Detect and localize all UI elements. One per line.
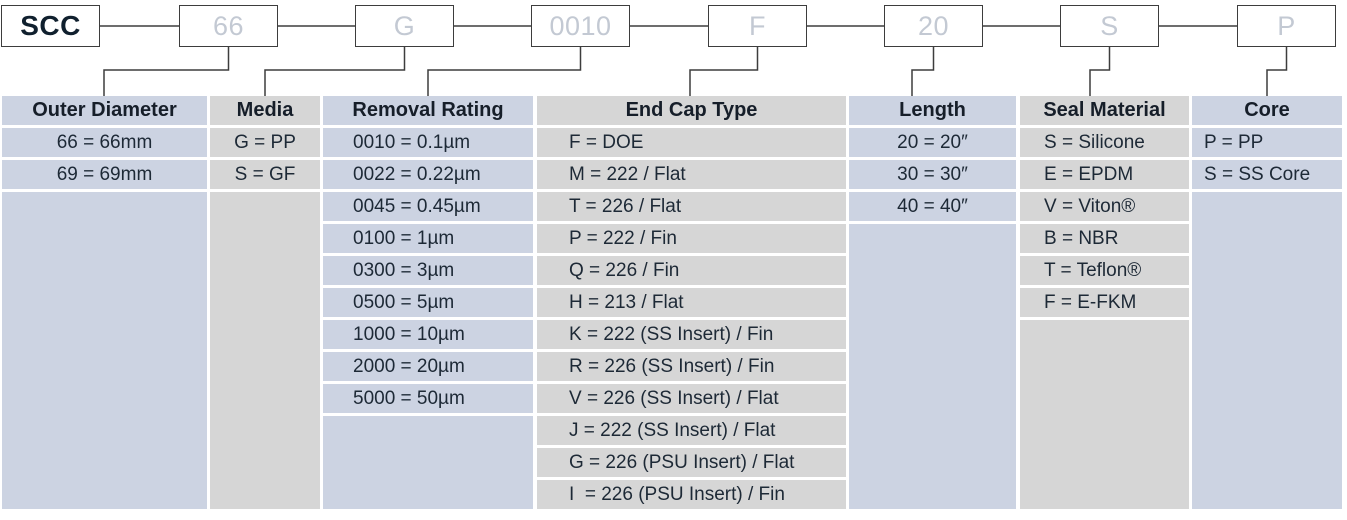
code-box-20: 20 [884, 5, 983, 47]
option-cell: 5000 = 50µm [323, 384, 533, 413]
option-cell: E = EPDM [1020, 160, 1189, 189]
option-cell: 0010 = 0.1µm [323, 128, 533, 157]
column-filler [849, 224, 1016, 509]
column-header-media: Media [210, 96, 320, 125]
column-filler [1020, 320, 1189, 509]
option-cell: R = 226 (SS Insert) / Fin [537, 352, 846, 381]
column-header-removal-rating: Removal Rating [323, 96, 533, 125]
column-core: Core P = PP S = SS Core [1192, 96, 1342, 509]
option-cell: M = 222 / Flat [537, 160, 846, 189]
option-cell: G = PP [210, 128, 320, 157]
code-box-s: S [1060, 5, 1159, 47]
code-box-p: P [1237, 5, 1336, 47]
box-to-column-line [103, 47, 230, 96]
box-to-column-line [1266, 47, 1288, 96]
option-cell: V = Viton® [1020, 192, 1189, 221]
option-cell: 0500 = 5µm [323, 288, 533, 317]
option-cell: F = DOE [537, 128, 846, 157]
box-to-column-line [1089, 47, 1111, 96]
option-cell: 66 = 66mm [2, 128, 207, 157]
option-cell: 0300 = 3µm [323, 256, 533, 285]
column-filler [323, 416, 533, 509]
option-cell: P = PP [1192, 128, 1342, 157]
option-cell: 0100 = 1µm [323, 224, 533, 253]
option-cell: T = Teflon® [1020, 256, 1189, 285]
column-end-cap-type: End Cap Type F = DOE M = 222 / Flat T = 226… [537, 96, 846, 509]
column-filler [1192, 192, 1342, 509]
code-box-f: F [708, 5, 807, 47]
column-header-length: Length [849, 96, 1016, 125]
box-to-column-line [689, 47, 759, 96]
option-cell: 0045 = 0.45µm [323, 192, 533, 221]
column-header-end-cap-type: End Cap Type [537, 96, 846, 125]
option-cell: 40 = 40″ [849, 192, 1016, 221]
option-cell: Q = 226 / Fin [537, 256, 846, 285]
option-cell: 20 = 20″ [849, 128, 1016, 157]
column-length: Length 20 = 20″ 30 = 30″ 40 = 40″ [849, 96, 1016, 509]
option-cell: J = 222 (SS Insert) / Flat [537, 416, 846, 445]
option-cell: P = 222 / Fin [537, 224, 846, 253]
column-header-seal-material: Seal Material [1020, 96, 1189, 125]
option-cell: V = 226 (SS Insert) / Flat [537, 384, 846, 413]
code-box-g: G [355, 5, 454, 47]
option-cell: F = E-FKM [1020, 288, 1189, 317]
column-header-core: Core [1192, 96, 1342, 125]
column-filler [210, 192, 320, 509]
option-cell: 69 = 69mm [2, 160, 207, 189]
column-outer-diameter: Outer Diameter 66 = 66mm 69 = 69mm [2, 96, 207, 509]
column-filler [2, 192, 207, 509]
box-to-column-line [264, 47, 406, 96]
code-box-66: 66 [179, 5, 278, 47]
option-cell: S = Silicone [1020, 128, 1189, 157]
option-cell: S = SS Core [1192, 160, 1342, 189]
code-box-scc: SCC [1, 5, 100, 47]
option-cell: 1000 = 10µm [323, 320, 533, 349]
option-cell: T = 226 / Flat [537, 192, 846, 221]
box-to-column-line [427, 47, 582, 96]
column-header-outer-diameter: Outer Diameter [2, 96, 207, 125]
code-box-0010: 0010 [531, 5, 630, 47]
column-removal-rating: Removal Rating 0010 = 0.1µm 0022 = 0.22µm 0… [323, 96, 533, 509]
option-cell: G = 226 (PSU Insert) / Flat [537, 448, 846, 477]
option-cell: 2000 = 20µm [323, 352, 533, 381]
option-cell: 0022 = 0.22µm [323, 160, 533, 189]
column-seal-material: Seal Material S = Silicone E = EPDM V = Vit… [1020, 96, 1189, 509]
option-cell: S = GF [210, 160, 320, 189]
option-cell: 30 = 30″ [849, 160, 1016, 189]
option-cell: I = 226 (PSU Insert) / Fin [537, 480, 846, 509]
option-cell: K = 222 (SS Insert) / Fin [537, 320, 846, 349]
option-cell: H = 213 / Flat [537, 288, 846, 317]
box-to-column-line [911, 47, 935, 96]
column-media: Media G = PP S = GF [210, 96, 320, 509]
option-cell: B = NBR [1020, 224, 1189, 253]
